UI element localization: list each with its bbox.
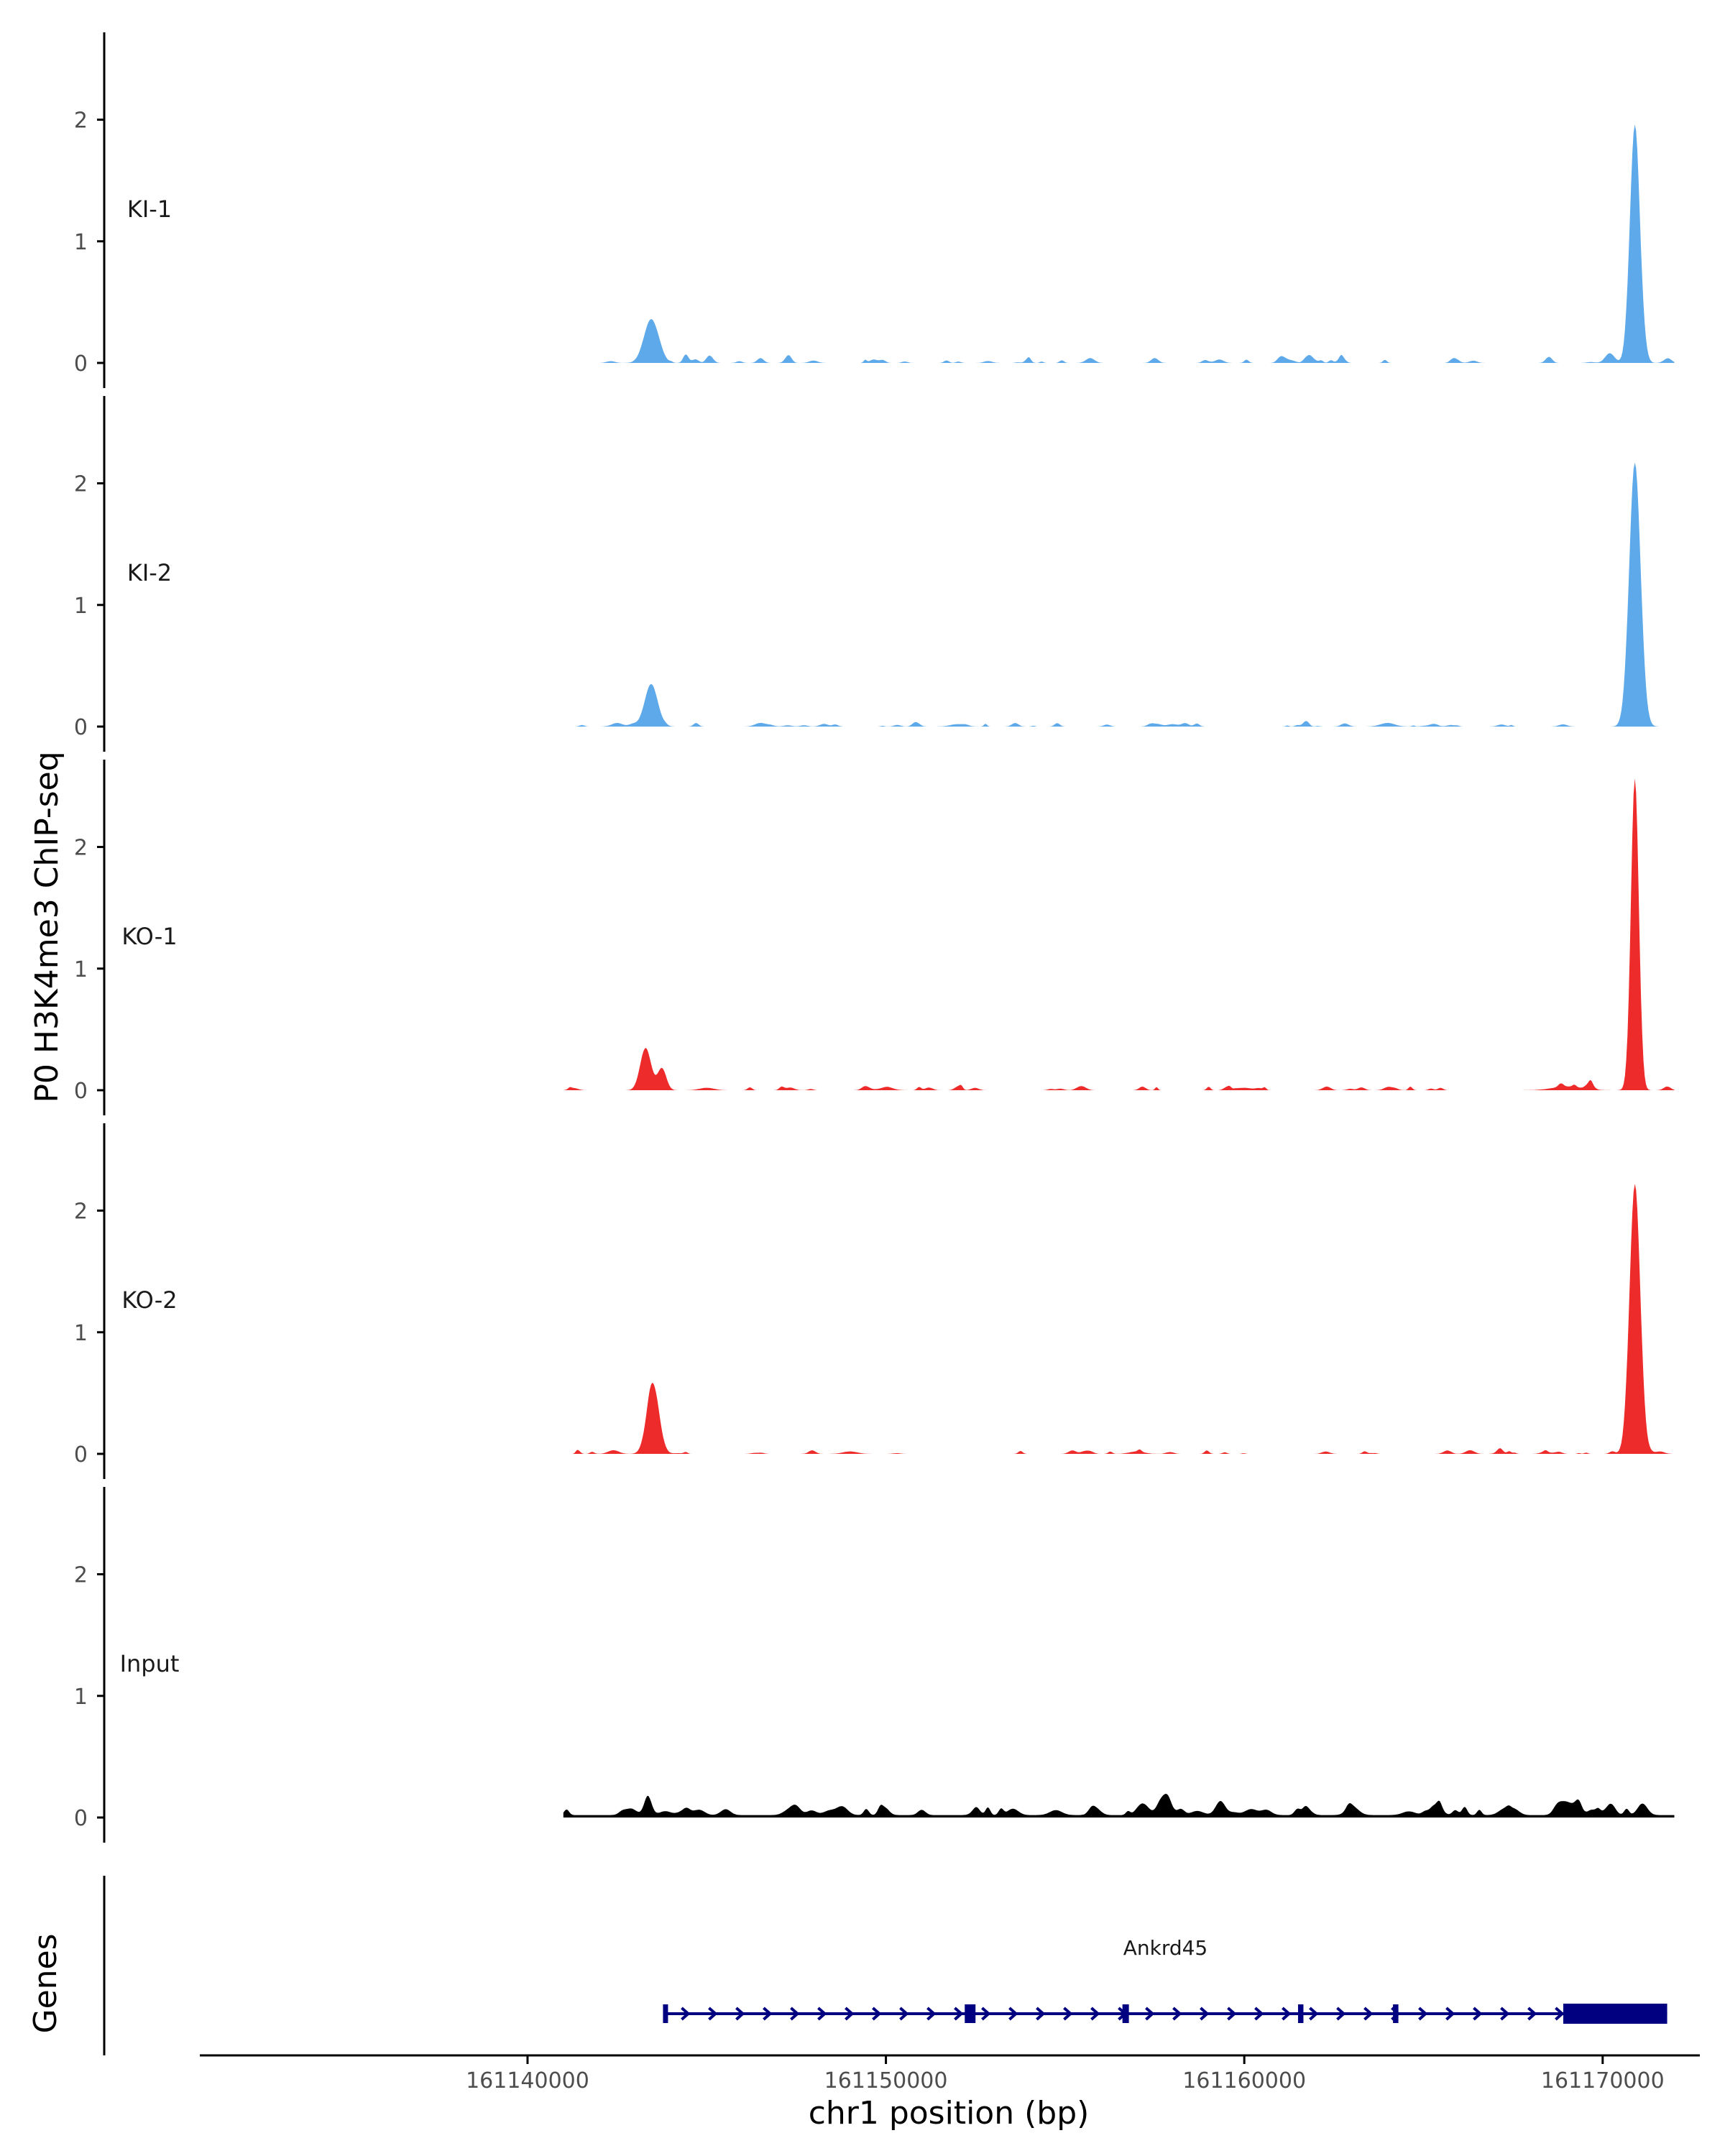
track-label: KO-2 xyxy=(121,1286,177,1314)
track-ki-1: 0 1 2 KI-1 xyxy=(74,32,1675,388)
y-tick-label: 1 xyxy=(74,594,88,619)
exon-block xyxy=(1297,2004,1304,2023)
x-tick-label: 161160000 xyxy=(1182,2068,1306,2093)
y-tick-label: 2 xyxy=(74,836,88,861)
y-tick-label: 2 xyxy=(74,109,88,134)
y-axis-title: P0 H3K4me3 ChIP-seq xyxy=(29,751,65,1102)
exon-block xyxy=(1393,2004,1399,2023)
strand-arrow xyxy=(1336,2007,1346,2021)
y-tick-label: 1 xyxy=(74,230,88,255)
y-tick-label: 0 xyxy=(74,715,88,740)
gene-name-label: Ankrd45 xyxy=(1123,1936,1208,1960)
signal-area-ki-1 xyxy=(563,124,1675,364)
track-input: 0 1 2 Input xyxy=(74,1487,1675,1843)
strand-arrow xyxy=(763,2007,773,2021)
track-label: KI-1 xyxy=(127,195,172,223)
strand-arrow xyxy=(981,2007,991,2021)
x-tick-label: 161140000 xyxy=(466,2068,589,2093)
strand-arrow xyxy=(1527,2007,1537,2021)
strand-arrow xyxy=(1363,2007,1374,2021)
tracks-layer: 0 1 2 KI-1 0 1 2 KI-2 0 1 2 KO-1 0 1 2 KO-2 0 1 2 Input xyxy=(74,32,1675,1843)
strand-arrow xyxy=(899,2007,909,2021)
y-tick-label: 1 xyxy=(74,1321,88,1346)
y-tick-label: 0 xyxy=(74,1442,88,1468)
x-tick-label: 161170000 xyxy=(1541,2068,1665,2093)
track-label: KO-1 xyxy=(121,923,177,950)
strand-arrow xyxy=(1555,2007,1565,2021)
strand-arrow xyxy=(790,2007,800,2021)
strand-arrow xyxy=(735,2007,745,2021)
x-axis-title: chr1 position (bp) xyxy=(809,2095,1090,2132)
signal-area-ko-2 xyxy=(563,1184,1675,1454)
exon-block xyxy=(1563,2004,1668,2024)
gene-ankrd45: Ankrd45 xyxy=(663,1936,1668,2024)
genes-panel: Ankrd45 xyxy=(103,1876,1668,2055)
strand-arrow xyxy=(817,2007,827,2021)
track-label: Input xyxy=(120,1650,180,1677)
y-tick-label: 1 xyxy=(74,1685,88,1710)
signal-area-ki-2 xyxy=(563,462,1675,727)
genes-panel-title: Genes xyxy=(27,1933,64,2033)
y-tick-label: 0 xyxy=(74,1079,88,1104)
strand-arrow xyxy=(708,2007,718,2021)
strand-arrow xyxy=(1200,2007,1210,2021)
track-ko-2: 0 1 2 KO-2 xyxy=(74,1123,1675,1479)
track-label: KI-2 xyxy=(127,559,172,586)
exon-block xyxy=(965,2004,976,2023)
signal-area-ko-1 xyxy=(563,778,1675,1090)
strand-arrow xyxy=(1309,2007,1319,2021)
strand-arrow xyxy=(954,2007,964,2021)
track-ko-1: 0 1 2 KO-1 xyxy=(74,760,1675,1115)
strand-arrow xyxy=(845,2007,855,2021)
track-ki-2: 0 1 2 KI-2 xyxy=(74,396,1675,752)
exon-block xyxy=(1122,2004,1129,2023)
y-tick-label: 2 xyxy=(74,1199,88,1225)
strand-arrow xyxy=(1063,2007,1073,2021)
strand-arrow xyxy=(1145,2007,1155,2021)
signal-area-input xyxy=(563,1794,1675,1818)
strand-arrow xyxy=(1445,2007,1455,2021)
y-tick-label: 2 xyxy=(74,1563,88,1588)
strand-arrow xyxy=(1500,2007,1510,2021)
y-tick-label: 0 xyxy=(74,351,88,377)
strand-arrow xyxy=(1172,2007,1182,2021)
strand-arrow xyxy=(872,2007,882,2021)
strand-arrow xyxy=(1008,2007,1018,2021)
x-tick-label: 161150000 xyxy=(824,2068,948,2093)
x-axis: 161140000 161150000 161160000 161170000 xyxy=(200,2054,1700,2093)
strand-arrow xyxy=(1227,2007,1237,2021)
strand-arrow xyxy=(1282,2007,1292,2021)
exon-block xyxy=(663,2004,668,2023)
strand-arrow xyxy=(681,2007,691,2021)
strand-arrow xyxy=(1254,2007,1264,2021)
strand-arrow xyxy=(1036,2007,1046,2021)
strand-arrow xyxy=(1473,2007,1483,2021)
y-tick-label: 1 xyxy=(74,957,88,982)
strand-arrow xyxy=(1090,2007,1100,2021)
strand-arrow xyxy=(926,2007,937,2021)
y-tick-label: 0 xyxy=(74,1806,88,1831)
strand-arrow xyxy=(1418,2007,1428,2021)
y-tick-label: 2 xyxy=(74,472,88,497)
